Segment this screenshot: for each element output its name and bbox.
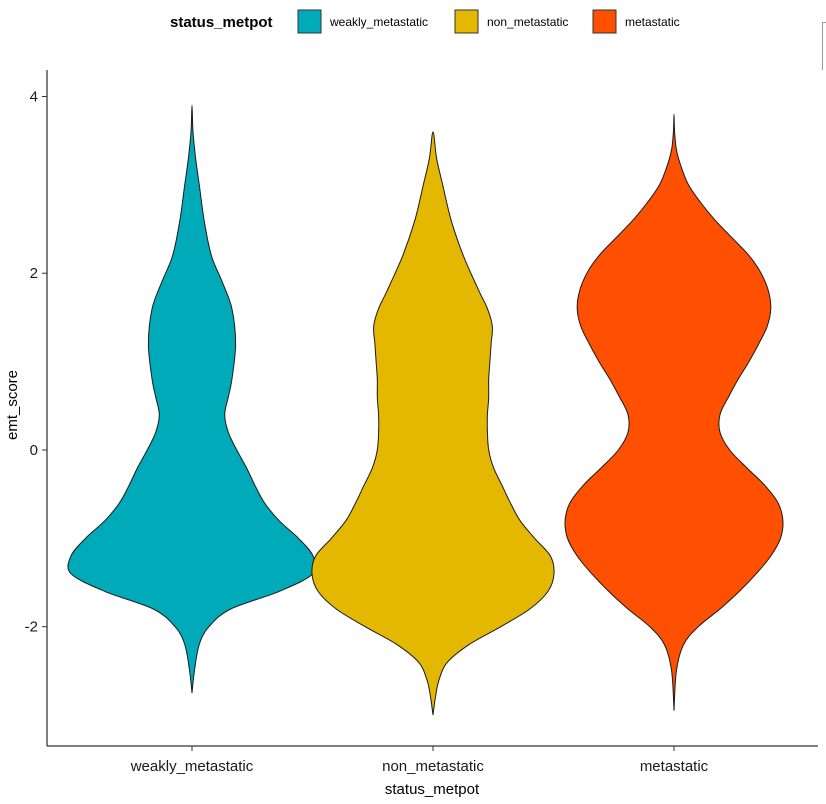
violin-metastatic	[564, 113, 784, 711]
y-tick-label: 0	[30, 442, 38, 459]
legend-label-metastatic: metastatic	[625, 15, 680, 29]
y-tick-label: 4	[30, 89, 38, 106]
violin-non-metastatic	[311, 131, 555, 716]
legend-item-weakly-metastatic: weakly_metastatic	[297, 9, 428, 34]
legend-swatch-metastatic	[592, 9, 617, 34]
x-tick-label: weakly_metastatic	[130, 758, 254, 775]
legend-item-metastatic: metastatic	[592, 9, 680, 34]
violin-weakly-metastatic	[67, 104, 317, 694]
x-axis-title: status_metpot	[385, 781, 480, 798]
legend-label-non-metastatic: non_metastatic	[487, 15, 568, 29]
legend-label-weakly-metastatic: weakly_metastatic	[329, 15, 428, 29]
y-tick-label: -2	[25, 619, 38, 636]
legend-item-non-metastatic: non_metastatic	[454, 9, 568, 34]
legend-swatch-weakly-metastatic	[297, 9, 322, 34]
x-tick-label: metastatic	[640, 758, 709, 775]
y-tick-label: 2	[30, 265, 38, 282]
violins	[67, 104, 784, 716]
x-tick-label: non_metastatic	[382, 758, 484, 775]
legend: status_metpot weakly_metastatic non_meta…	[170, 9, 680, 34]
y-axis-title: emt_score	[4, 370, 21, 440]
x-ticks: weakly_metastatic non_metastatic metasta…	[130, 746, 709, 775]
legend-swatch-non-metastatic	[454, 9, 479, 34]
legend-title: status_metpot	[170, 14, 273, 31]
window-edge-fragment	[822, 22, 826, 70]
y-ticks: -2 0 2 4	[25, 89, 47, 636]
